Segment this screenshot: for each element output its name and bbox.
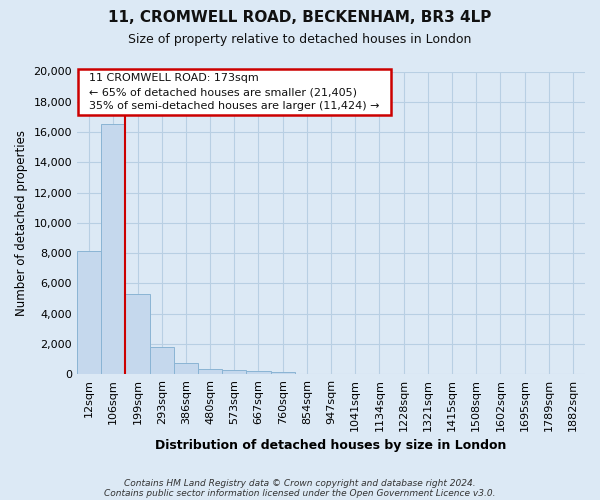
- Bar: [247, 371, 271, 374]
- Bar: [101, 124, 125, 374]
- Bar: [149, 347, 174, 374]
- Bar: [222, 370, 247, 374]
- Y-axis label: Number of detached properties: Number of detached properties: [15, 130, 28, 316]
- Text: Size of property relative to detached houses in London: Size of property relative to detached ho…: [128, 32, 472, 46]
- Text: Contains public sector information licensed under the Open Government Licence v3: Contains public sector information licen…: [104, 488, 496, 498]
- Bar: [271, 372, 295, 374]
- Text: 11 CROMWELL ROAD: 173sqm
  ← 65% of detached houses are smaller (21,405)
  35% o: 11 CROMWELL ROAD: 173sqm ← 65% of detach…: [82, 73, 386, 111]
- Bar: [174, 364, 198, 374]
- Text: Contains HM Land Registry data © Crown copyright and database right 2024.: Contains HM Land Registry data © Crown c…: [124, 478, 476, 488]
- Bar: [198, 370, 222, 374]
- Text: 11, CROMWELL ROAD, BECKENHAM, BR3 4LP: 11, CROMWELL ROAD, BECKENHAM, BR3 4LP: [109, 10, 491, 25]
- Bar: [125, 294, 149, 374]
- X-axis label: Distribution of detached houses by size in London: Distribution of detached houses by size …: [155, 440, 507, 452]
- Bar: [77, 251, 101, 374]
